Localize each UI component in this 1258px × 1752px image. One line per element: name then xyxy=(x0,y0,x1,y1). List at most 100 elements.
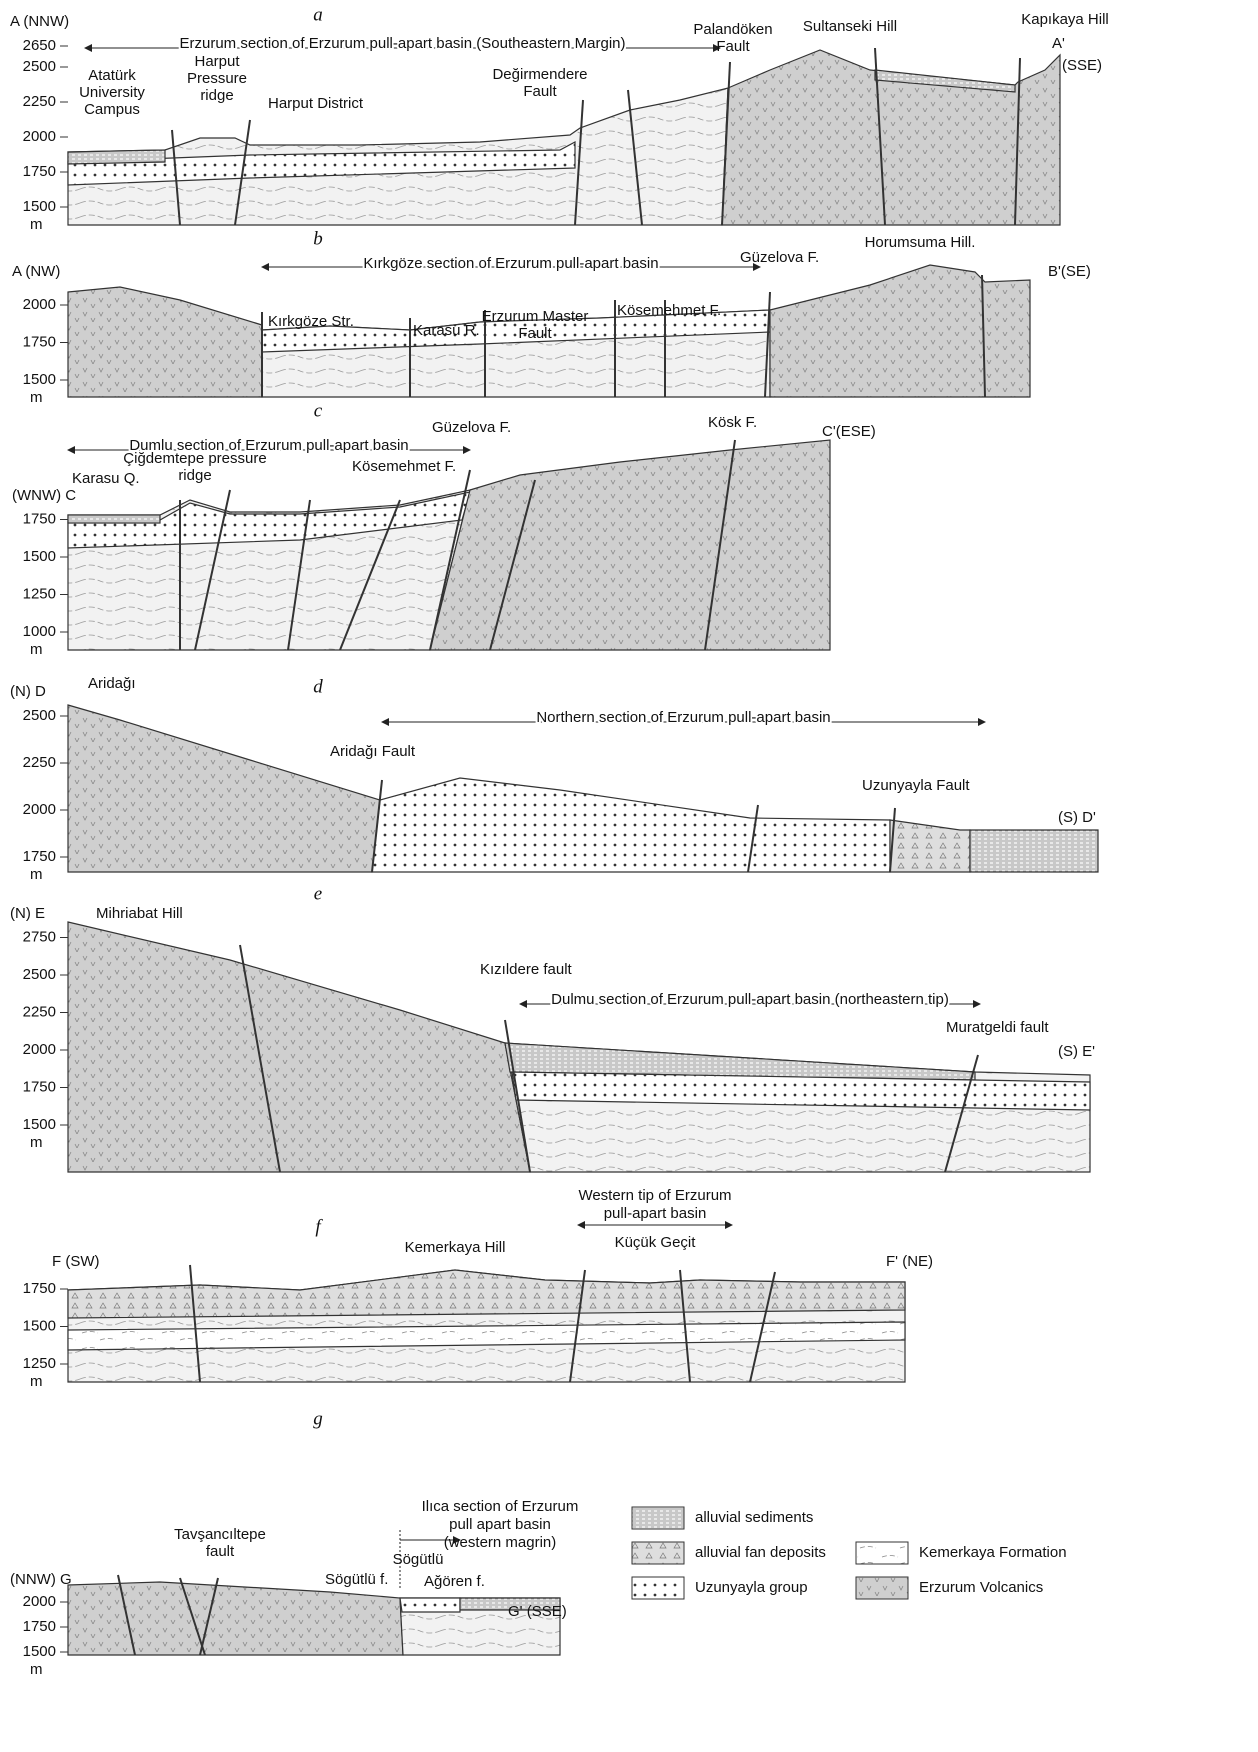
section-title: Erzurum section of Erzurum pull-apart ba… xyxy=(179,35,625,52)
elevation-label: 2250 xyxy=(23,754,56,771)
annotation: F (SW) xyxy=(52,1253,99,1270)
unit-label: m xyxy=(30,216,43,233)
panel-letter: c xyxy=(314,400,323,421)
annotation: (N) E xyxy=(10,905,45,922)
unit-label: m xyxy=(30,866,43,883)
annotation: Atatürk xyxy=(88,67,136,84)
section-title: pull-apart basin xyxy=(604,1205,707,1222)
legend-swatch xyxy=(632,1577,684,1599)
annotation: A' xyxy=(1052,35,1065,52)
annotation: Fault xyxy=(523,83,557,100)
annotation: Kösemehmet F. xyxy=(352,458,456,475)
annotation: Campus xyxy=(84,101,140,118)
annotation: Değirmendere xyxy=(492,66,587,83)
annotation: ridge xyxy=(200,87,233,104)
section-title: Western tip of Erzurum xyxy=(578,1187,731,1204)
annotation: University xyxy=(79,84,145,101)
annotation: (S) E' xyxy=(1058,1043,1095,1060)
cross-section xyxy=(68,1265,905,1382)
annotation: (SSE) xyxy=(1062,57,1102,74)
panel-letter: b xyxy=(313,228,323,249)
annotation: Kırkgöze Str. xyxy=(268,313,354,330)
annotation: fault xyxy=(206,1543,235,1560)
layer-volc xyxy=(68,1582,403,1655)
annotation: Tavşancıltepe xyxy=(174,1526,266,1543)
elevation-label: 2000 xyxy=(23,1041,56,1058)
layer-uzun xyxy=(372,778,890,872)
elevation-label: 1500 xyxy=(23,1317,56,1334)
annotation: Sultanseki Hill xyxy=(803,18,897,35)
annotation: Harput xyxy=(194,53,240,70)
annotation: A (NW) xyxy=(12,263,60,280)
annotation: Erzurum Master xyxy=(482,308,589,325)
elevation-label: 1500 xyxy=(23,371,56,388)
annotation: G' (SSE) xyxy=(508,1603,567,1620)
annotation: (NNW) G xyxy=(10,1571,72,1588)
layer-allu xyxy=(68,150,165,164)
panel-letter: a xyxy=(313,4,323,25)
layer-volc xyxy=(68,922,530,1172)
layer-allu xyxy=(68,515,160,523)
annotation: Karasu R. xyxy=(413,322,480,339)
unit-label: m xyxy=(30,1661,43,1678)
section-title: Dulmu section of Erzurum pull-apart basi… xyxy=(551,991,949,1008)
elevation-label: 1500 xyxy=(23,1643,56,1660)
annotation: Kemerkaya Hill xyxy=(405,1239,506,1256)
annotation: Aridağı xyxy=(88,675,136,692)
elevation-label: 2500 xyxy=(23,707,56,724)
elevation-label: 1500 xyxy=(23,548,56,565)
elevation-label: 2000 xyxy=(23,801,56,818)
elevation-label: 1750 xyxy=(23,333,56,350)
layer-uzun xyxy=(400,1598,460,1612)
annotation: Pressure xyxy=(187,70,247,87)
annotation: Güzelova F. xyxy=(740,249,819,266)
annotation: Sögütlü xyxy=(393,1551,444,1568)
layer-fan xyxy=(890,820,970,872)
legend-swatch xyxy=(856,1577,908,1599)
legend-label: Kemerkaya Formation xyxy=(919,1544,1067,1561)
annotation: Küçük Geçit xyxy=(615,1234,697,1251)
elevation-label: 2000 xyxy=(23,128,56,145)
annotation: Güzelova F. xyxy=(432,419,511,436)
annotation: Aridağı Fault xyxy=(330,743,416,760)
annotation: (WNW) C xyxy=(12,487,76,504)
section-title: pull apart basin xyxy=(449,1516,551,1533)
elevation-label: 1250 xyxy=(23,1355,56,1372)
elevation-label: 2750 xyxy=(23,928,56,945)
annotation: Mihriabat Hill xyxy=(96,905,183,922)
elevation-label: 1250 xyxy=(23,585,56,602)
section-title: Northern section of Erzurum pull-apart b… xyxy=(536,709,830,726)
annotation: A (NNW) xyxy=(10,13,69,30)
legend-swatch xyxy=(856,1542,908,1564)
elevation-label: 2250 xyxy=(23,1003,56,1020)
legend-label: Erzurum Volcanics xyxy=(919,1579,1043,1596)
layer-allu xyxy=(970,830,1098,872)
annotation: C'(ESE) xyxy=(822,423,876,440)
section-title: Ilıca section of Erzurum xyxy=(422,1498,579,1515)
panel-letter: e xyxy=(314,883,322,904)
annotation: Çiğdemtepe pressure xyxy=(123,450,266,467)
layer-volc xyxy=(68,287,262,397)
unit-label: m xyxy=(30,389,43,406)
elevation-label: 2250 xyxy=(23,93,56,110)
legend-swatch xyxy=(632,1507,684,1529)
elevation-label: 2000 xyxy=(23,1593,56,1610)
annotation: Palandöken xyxy=(693,21,772,38)
figure: a265025002250200017501500mErzurum sectio… xyxy=(0,0,1258,1752)
annotation: Horumsuma Hill. xyxy=(865,234,976,251)
annotation: (S) D' xyxy=(1058,809,1096,826)
elevation-label: 2500 xyxy=(23,966,56,983)
section-title: Kırkgöze section of Erzurum pull-apart b… xyxy=(363,255,658,272)
elevation-label: 2650 xyxy=(23,37,56,54)
annotation: (N) D xyxy=(10,683,46,700)
elevation-label: 1750 xyxy=(23,163,56,180)
annotation: Fault xyxy=(518,325,552,342)
cross-section xyxy=(68,922,1090,1172)
panel-letter: f xyxy=(315,1216,323,1237)
legend-label: Uzunyayla group xyxy=(695,1579,808,1596)
elevation-label: 1750 xyxy=(23,510,56,527)
annotation: Kapıkaya Hill xyxy=(1021,11,1109,28)
annotation: Sögütlü f. xyxy=(325,1571,388,1588)
unit-label: m xyxy=(30,1373,43,1390)
layer-volc xyxy=(68,705,380,872)
